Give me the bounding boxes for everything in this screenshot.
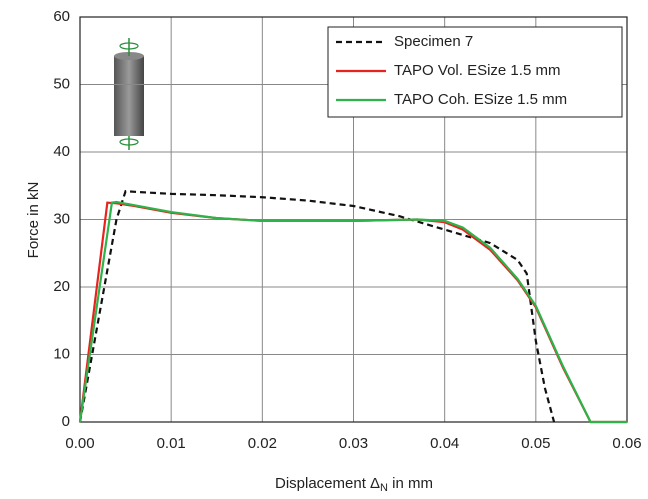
x-axis-label-main: Displacement Δ (275, 475, 380, 492)
y-axis-label: Force in kN (25, 182, 42, 259)
legend: Specimen 7 TAPO Vol. ESize 1.5 mm TAPO Coh… (327, 26, 623, 118)
x-tick-label: 0.02 (248, 435, 277, 452)
data-line (78, 189, 556, 423)
y-tick-label: 0 (62, 413, 70, 430)
y-tick-label: 50 (53, 75, 70, 92)
x-axis-label: Displacement ΔN in mm (275, 475, 433, 494)
data-line (78, 200, 627, 424)
y-tick-label: 30 (53, 210, 70, 227)
x-axis-label-sub: N (380, 482, 388, 494)
x-tick-label: 0.03 (339, 435, 368, 452)
x-tick-label: 0.06 (612, 435, 641, 452)
y-tick-label: 10 (53, 345, 70, 362)
x-tick-label: 0.00 (65, 435, 94, 452)
x-tick-label: 0.01 (157, 435, 186, 452)
legend-label: TAPO Coh. ESize 1.5 mm (394, 91, 567, 108)
y-tick-label: 40 (53, 143, 70, 160)
y-tick-label: 60 (53, 8, 70, 25)
x-tick-label: 0.04 (430, 435, 459, 452)
specimen-icon (114, 38, 144, 150)
legend-label: Specimen 7 (394, 33, 473, 50)
y-tick-label: 20 (53, 278, 70, 295)
legend-label: TAPO Vol. ESize 1.5 mm (394, 62, 560, 79)
x-tick-label: 0.05 (521, 435, 550, 452)
x-axis-label-rest: in mm (388, 475, 433, 492)
plot-frame (79, 16, 628, 423)
